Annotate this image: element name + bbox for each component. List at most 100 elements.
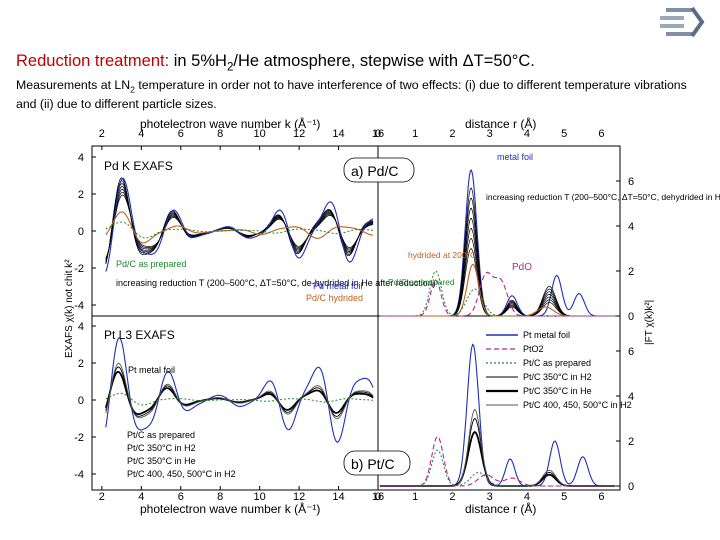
desc-sub: 2 [130, 84, 135, 95]
bottom-r-tick-0: 0 [375, 491, 381, 503]
panel-a-title-box [343, 157, 415, 183]
bottom-k-tick-4: 4 [138, 491, 144, 503]
pd-ft-reduction-2 [379, 227, 616, 317]
panel-b-metal-foil-label: Pt metal foil [128, 365, 175, 375]
top-r-tick-1: 1 [412, 128, 418, 140]
pd-ft-reduction-4 [379, 207, 616, 317]
description: Measurements at LN2 temperature in order… [16, 78, 706, 112]
panel-a-ft-increasing-label: increasing reduction T (200–500°C, ΔT=50… [486, 192, 720, 202]
top-k-tick-16: 16 [372, 128, 384, 140]
top-r-axis-label: distance r (Å) [465, 116, 536, 131]
pt-ft-h2-400 [379, 408, 616, 487]
logo-icon [660, 6, 705, 38]
panel-b-edge-label: Pt L3 EXAFS [104, 328, 175, 342]
left-y-tick: 4 [78, 152, 84, 164]
title-prefix: Reduction treatment: [16, 52, 170, 70]
panel-a-ft-as-prepared-label: Pd/C as prepared [388, 277, 455, 287]
pd-reduction-curve-3 [105, 186, 374, 262]
panel-b-title-box [343, 450, 411, 476]
left-y-tick: -2 [74, 432, 84, 444]
desc-b: temperature in order not to have interfe… [16, 78, 687, 112]
legend-he-350-text: Pt/C 350°C in He [523, 386, 592, 396]
panel-a-metal-foil-label: Pd metal foil [313, 281, 363, 291]
panel-a-increasing-label: increasing reduction T (200–500°C, ΔT=50… [116, 278, 436, 288]
bottom-k-tick-2: 2 [99, 491, 105, 503]
plot-ticks: 2244668810101212141416160011223344556642… [74, 128, 634, 503]
pd-ft-hydrided [379, 263, 616, 317]
panel-a-title: a) Pd/C [351, 163, 398, 179]
pd-ft-reduction-3 [379, 217, 616, 317]
pd-as-prepared-curve [105, 221, 374, 239]
panel-b-as-prepared-label: Pt/C as prepared [127, 430, 195, 440]
title-middle: in 5%H [169, 52, 227, 70]
left-y-tick: 2 [78, 189, 84, 201]
right-y-tick: 4 [628, 391, 634, 403]
pt-he-350-curve [104, 371, 374, 416]
pd-reduction-curve-5 [105, 180, 374, 264]
title-sub: 2 [226, 61, 234, 74]
left-y-tick: -2 [74, 263, 84, 275]
panel-a-ft-pdo-label: PdO [512, 262, 532, 273]
bottom-r-tick-4: 4 [524, 491, 530, 503]
left-y-axis-label: EXAFS χ(k) not chit k² [64, 259, 75, 358]
left-y-tick: -4 [74, 469, 84, 481]
panel-frame-1 [91, 315, 621, 491]
panel-a-hydrided-label: Pd/C hydrided [306, 293, 363, 303]
pt-metal-foil-curve [105, 337, 374, 443]
panel-a-ft-hydrided-label: hydrided at 200°C [408, 250, 476, 260]
pd-ft-as-prepared [379, 270, 616, 317]
left-y-tick: 0 [78, 226, 84, 238]
bottom-k-tick-10: 10 [254, 491, 266, 503]
legend-h2-400-text: Pt/C 400, 450, 500°C in H2 [523, 400, 632, 410]
bottom-k-tick-14: 14 [332, 491, 344, 503]
right-y-tick: 6 [628, 176, 634, 188]
bottom-r-tick-3: 3 [487, 491, 493, 503]
top-k-tick-14: 14 [332, 128, 344, 140]
bottom-k-tick-6: 6 [178, 491, 184, 503]
pd-hydrided-curve [105, 211, 374, 244]
right-y-tick: 2 [628, 436, 634, 448]
left-y-tick: 4 [78, 321, 84, 333]
pd-metal-foil-curve [105, 177, 374, 272]
panel-a-ft-increasing-text: increasing reduction T (200–500°C, ΔT=50… [486, 192, 720, 202]
plot-curves [104, 169, 616, 487]
bottom-r-tick-1: 1 [412, 491, 418, 503]
panel-a-increasing-text: increasing reduction T (200–500°C, ΔT=50… [116, 278, 436, 288]
pd-reduction-curve-1 [105, 191, 374, 260]
pt-ft-pto2 [379, 435, 616, 487]
bottom-k-tick-8: 8 [217, 491, 223, 503]
top-k-tick-8: 8 [217, 128, 223, 140]
right-y-axis-label: |FT χ(k)k²| [644, 300, 655, 345]
top-r-tick-3: 3 [487, 128, 493, 140]
legend-pto2-text: PtO2 [523, 344, 544, 354]
desc-a: Measurements at LN [16, 78, 131, 92]
right-y-tick: 2 [628, 266, 634, 278]
top-k-tick-6: 6 [178, 128, 184, 140]
pd-ft-pdo [379, 271, 616, 317]
bottom-k-tick-16: 16 [372, 491, 384, 503]
legend-as-prepared-text: Pt/C as prepared [523, 358, 591, 368]
top-k-tick-2: 2 [99, 128, 105, 140]
title-rest: /He atmosphere, stepwise with [233, 52, 463, 70]
pd-reduction-curve-2 [105, 189, 374, 261]
top-r-tick-0: 0 [375, 128, 381, 140]
left-y-tick: -4 [74, 300, 84, 312]
panel-b-h2-400-label: Pt/C 400, 450, 500°C in H2 [127, 469, 236, 479]
right-y-tick: 6 [628, 346, 634, 358]
top-k-tick-4: 4 [138, 128, 144, 140]
top-k-axis-label: photelectron wave number k (Å⁻¹) [140, 116, 320, 131]
panel-b-h2-350-label: Pt/C 350°C in H2 [127, 443, 196, 453]
panel-a-edge-label: Pd K EXAFS [104, 159, 173, 173]
bottom-r-axis-label: distance r (Å) [465, 501, 536, 516]
right-y-tick: 0 [628, 481, 634, 493]
top-r-tick-2: 2 [449, 128, 455, 140]
bottom-r-tick-6: 6 [598, 491, 604, 503]
bottom-k-tick-12: 12 [293, 491, 305, 503]
top-r-tick-6: 6 [598, 128, 604, 140]
left-y-tick: 0 [78, 395, 84, 407]
panel-b-title: b) Pt/C [351, 456, 395, 472]
top-r-tick-5: 5 [561, 128, 567, 140]
panel-a-ft-metal-foil-label: metal foil [497, 152, 533, 162]
title-delta: ΔT [462, 52, 484, 70]
